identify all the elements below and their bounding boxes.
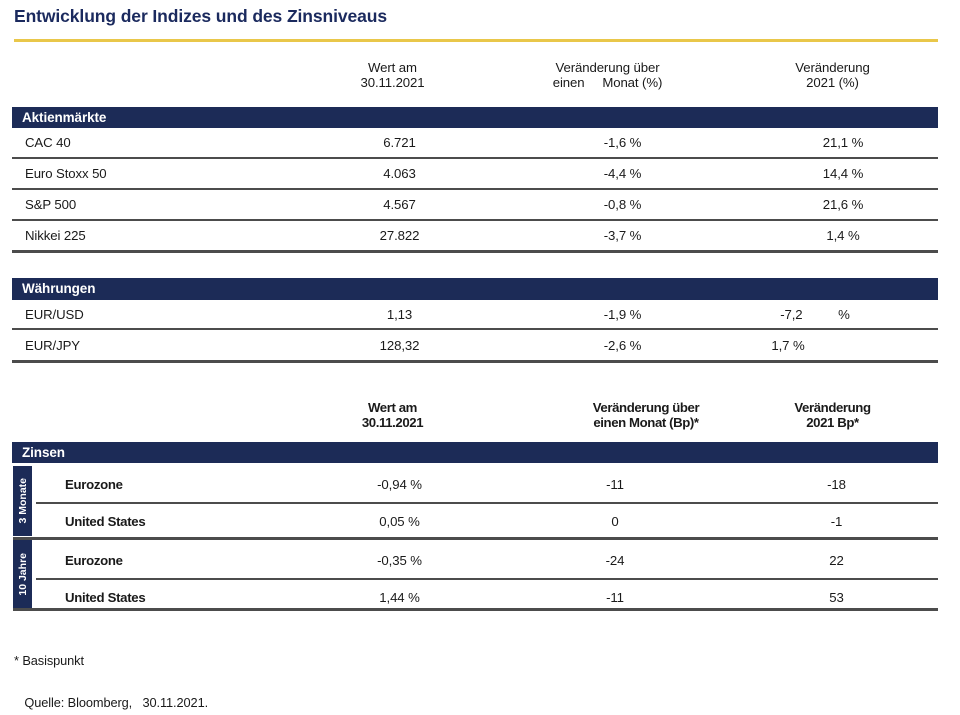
col-header-wert-bp: Wert am 30.11.2021 [290,400,495,430]
table-row: Nikkei 225 27.822 -3,7 % 1,4 % [12,221,938,253]
title-underline [14,39,938,42]
cell-wert: 4.567 [383,197,416,212]
table-row: Euro Stoxx 50 4.063 -4,4 % 14,4 % [12,159,938,190]
cell-wert: 4.063 [383,166,416,181]
section-header-aktienmaerkte: Aktienmärkte [12,107,938,128]
section-header-waehrungen: Währungen [12,278,938,300]
col-header-monat-bp: Veränderung über einen Monat (Bp)* [536,400,756,430]
cell-jahr: 14,4 % [822,166,864,181]
cell-monat: -1,6 % [603,135,642,150]
cell-index-name: Euro Stoxx 50 [25,166,107,181]
col-header-wert-line2: 30.11.2021 [360,75,425,90]
cell-jahr: 53 [829,590,844,605]
cell-wert: -0,35 % [377,552,422,568]
cell-monat: 0 [611,514,619,529]
col-header-wert-bp-line1: Wert am [368,400,417,415]
zinsen-rows: Eurozone -0,94 % -11 -18 United States 0… [36,466,938,615]
table-row: United States 1,44 % -11 53 [36,580,938,615]
table-row: EUR/JPY 128,32 -2,6 % 1,7 % [12,330,938,363]
col-header-jahr-bp: Veränderung 2021 Bp* [730,400,935,430]
col-header-wert: Wert am 30.11.2021 [290,60,495,90]
table-row: Eurozone -0,94 % -11 -18 [36,466,938,504]
cell-monat: -0,8 % [603,197,642,212]
cell-wert: 1,13 [386,306,413,322]
cell-monat: -24 [605,552,625,568]
cell-wert: -0,94 % [377,476,422,492]
cell-wert: 128,32 [379,337,420,353]
table-row: Eurozone -0,35 % -24 22 [36,542,938,580]
zinsen-bottom-border [13,608,938,611]
col-header-monat: Veränderung über einen Monat (%) [495,60,720,90]
group-label-3-monate-text: 3 Monate [16,478,29,524]
table-row: EUR/USD 1,13 -1,9 % -7,2 % [12,300,938,330]
group-label-10-jahre-text: 10 Jahre [16,552,29,596]
col-header-wert-bp-line2: 30.11.2021 [361,415,424,430]
cell-monat: -11 [606,590,624,605]
col-header-wert-line1: Wert am [368,60,417,75]
cell-wert: 0,05 % [379,514,420,529]
cell-region: United States [65,590,146,605]
cell-region: Eurozone [65,552,123,568]
cell-wert: 6.721 [383,135,416,150]
section-header-zinsen: Zinsen [12,442,938,463]
group-label-10-jahre: 10 Jahre [13,540,32,608]
table-row: CAC 40 6.721 -1,6 % 21,1 % [12,128,938,159]
cell-currency-pair: EUR/USD [25,306,84,322]
cell-wert: 27.822 [379,228,420,243]
cell-monat: -4,4 % [603,166,642,181]
col-header-jahr-line2: 2021 (%) [806,75,859,90]
zinsen-group-divider [13,537,938,540]
cell-currency-pair: EUR/JPY [25,337,80,353]
table-aktienmaerkte: Aktienmärkte CAC 40 6.721 -1,6 % 21,1 % … [12,107,938,253]
cell-jahr: -18 [827,476,846,492]
footnote-line: Quelle: Bloomberg, 30.11.2021. [14,695,209,710]
col-header-jahr-bp-line2: 2021 Bp* [806,415,859,430]
col-header-jahr-bp-line1: Veränderung [794,400,871,415]
group-label-3-monate: 3 Monate [13,466,32,536]
footnote-line: * Basispunkt [14,653,84,668]
cell-index-name: Nikkei 225 [25,228,86,243]
cell-index-name: S&P 500 [25,197,77,212]
cell-index-name: CAC 40 [25,135,71,150]
page-title: Entwicklung der Indizes und des Zinsnive… [14,6,387,26]
table-zinsen: Zinsen [12,442,938,463]
cell-jahr: 21,1 % [822,135,864,150]
col-header-jahr-line1: Veränderung [795,60,870,75]
cell-region: United States [65,514,146,529]
cell-jahr: -7,2 % [780,306,850,322]
cell-jahr: 21,6 % [822,197,864,212]
table-waehrungen: Währungen EUR/USD 1,13 -1,9 % -7,2 % EUR… [12,278,938,363]
cell-jahr: 1,4 % [826,228,860,243]
cell-jahr: 22 [829,552,844,568]
cell-monat: -1,9 % [603,306,642,322]
col-header-monat-line2: einen Monat (%) [552,75,663,90]
col-header-monat-bp-line2: einen Monat (Bp)* [593,415,699,430]
col-header-monat-bp-line1: Veränderung über [592,400,700,415]
cell-jahr: -1 [830,514,843,529]
col-header-monat-line1: Veränderung über [555,60,660,75]
cell-monat: -3,7 % [603,228,642,243]
footnotes: * Basispunkt Quelle: Bloomberg, 30.11.20… [14,626,454,715]
cell-monat: -11 [606,476,624,492]
cell-jahr: 1,7 % [771,337,805,353]
cell-monat: -2,6 % [603,337,642,353]
col-header-jahr: Veränderung 2021 (%) [730,60,935,90]
table-row: S&P 500 4.567 -0,8 % 21,6 % [12,190,938,221]
cell-wert: 1,44 % [379,590,420,605]
cell-region: Eurozone [65,476,123,492]
table-row: United States 0,05 % 0 -1 [36,504,938,539]
